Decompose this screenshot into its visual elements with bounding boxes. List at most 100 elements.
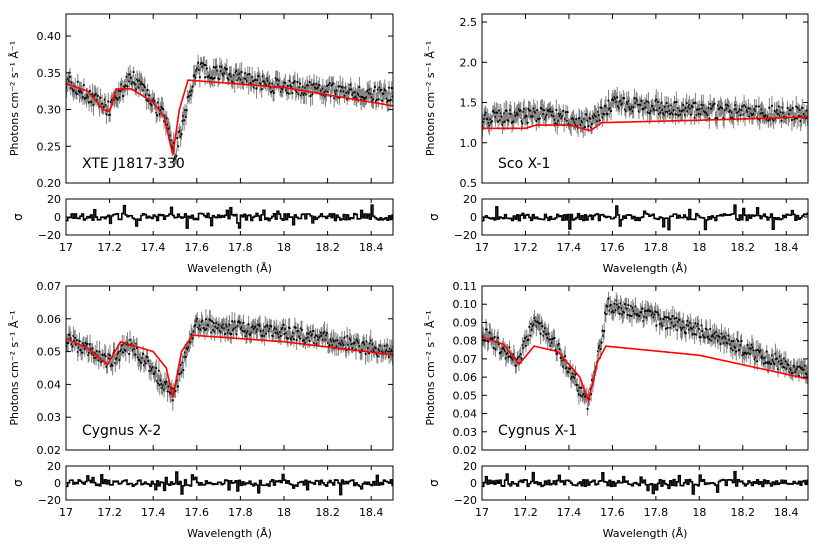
data-point [336,339,339,342]
x-tick-label: 17 [59,241,73,254]
y-tick-label: 2.0 [460,56,478,69]
data-point [176,137,179,140]
data-point [663,315,667,319]
y-tick-label: 0.25 [37,140,62,153]
y-tick-label: 0.35 [37,67,62,80]
data-point [270,325,273,328]
data-point [390,86,393,90]
x-tick-label: 17.4 [557,506,582,519]
y-tick-label: 0.30 [37,104,62,117]
data-point [665,101,668,105]
data-point [629,314,632,317]
data-point [491,337,494,340]
y-tick-label: 0.09 [453,316,478,329]
data-point [579,394,582,397]
model-line [66,79,393,156]
data-point [757,105,760,108]
x-tick-label: 18.4 [359,241,384,254]
data-point [673,317,676,320]
data-point [685,101,688,105]
x-tick-label: 18 [277,506,291,519]
data-point [132,70,135,74]
data-point [769,362,773,366]
data-point [640,99,643,102]
residual-line [482,470,808,495]
data-point [176,145,180,148]
data-point [496,120,500,123]
data-point [653,109,656,112]
data-point [747,107,750,110]
data-point [111,364,114,367]
data-point [364,352,367,356]
data-point [179,364,182,367]
data-point [654,310,657,313]
data-point [768,106,771,109]
x-tick-label: 18.4 [774,241,799,254]
data-point [614,309,617,312]
data-point [606,305,609,308]
data-point [674,113,677,116]
x-tick-label: 17.8 [644,241,669,254]
data-point [705,328,708,331]
data-point [490,120,494,123]
data-point [300,328,303,331]
x-tick-label: 18.2 [731,241,756,254]
data-point [242,321,245,324]
data-point [745,352,748,355]
y-tick-label: 0.04 [453,408,478,421]
data-point [548,338,551,341]
y-tick-label: 0.40 [37,30,62,43]
data-points [66,309,393,411]
data-point [75,92,78,95]
y-axis-label: Photons cm⁻² s⁻¹ Å⁻¹ [8,41,21,156]
data-point [672,109,675,112]
data-point [157,369,160,372]
data-point [122,94,125,98]
residual-tick-label: 20 [47,460,61,473]
data-point [693,332,696,336]
data-point [326,84,329,87]
y-tick-label: 0.06 [453,371,478,384]
x-tick-label: 18 [277,241,291,254]
data-point [224,332,227,336]
data-point [795,105,798,108]
data-point [527,338,530,341]
x-tick-label: 17.8 [644,506,669,519]
data-points [66,54,393,168]
y-tick-label: 1.0 [460,137,478,150]
residual-axis-label: σ [11,479,25,487]
data-point [147,359,150,362]
data-point [782,365,785,369]
data-point [612,311,615,314]
data-point [337,85,340,88]
data-point [735,350,738,353]
y-tick-label: 0.5 [460,177,478,190]
data-point [731,349,734,352]
x-tick-label: 18.4 [359,506,384,519]
data-point [777,105,780,108]
data-point [578,386,581,389]
data-point [674,324,677,327]
data-point [135,88,138,91]
data-point [736,339,740,343]
residual-tick-label: −20 [38,229,61,242]
data-point [801,106,804,110]
y-tick-label: 0.02 [453,444,478,457]
data-point [507,355,510,359]
data-point [616,96,619,99]
data-point [381,99,384,102]
data-point [185,109,188,112]
data-point [100,360,103,363]
data-point [108,354,112,357]
data-point [184,115,187,118]
data-point [117,89,120,92]
data-point [539,332,542,336]
data-point [699,336,702,339]
data-point [292,338,296,341]
data-point [770,104,774,107]
residual-axis-label: σ [11,213,25,221]
data-point [312,329,315,333]
data-points [482,86,808,138]
data-point [358,85,361,89]
data-point [523,337,527,340]
